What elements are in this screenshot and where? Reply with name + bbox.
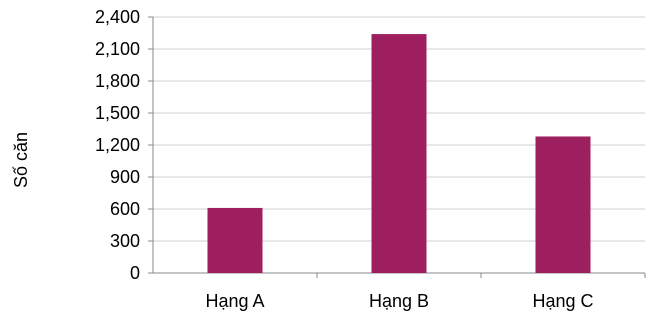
x-tick-label: Hạng C: [532, 291, 593, 311]
y-tick-labels: 0 300 600 900 1,200 1,500 1,800 2,100 2,400: [95, 7, 140, 283]
x-tick-label: Hạng A: [205, 291, 264, 311]
y-tick-label: 0: [130, 263, 140, 283]
bar-1: [207, 207, 263, 273]
y-tick-label: 600: [110, 199, 140, 219]
x-tick-label: Hạng B: [369, 291, 429, 311]
bar-2: [371, 34, 427, 273]
y-tick-label: 900: [110, 167, 140, 187]
y-tick-label: 300: [110, 231, 140, 251]
y-tick-label: 2,100: [95, 39, 140, 59]
y-tick-label: 1,500: [95, 103, 140, 123]
bar-3: [535, 136, 591, 273]
y-tick-label: 1,200: [95, 135, 140, 155]
y-tick-label: 2,400: [95, 7, 140, 27]
bars: [207, 34, 591, 273]
y-tick-label: 1,800: [95, 71, 140, 91]
x-tick-labels: Hạng A Hạng B Hạng C: [205, 291, 593, 311]
y-axis-label: Số căn: [11, 132, 31, 188]
